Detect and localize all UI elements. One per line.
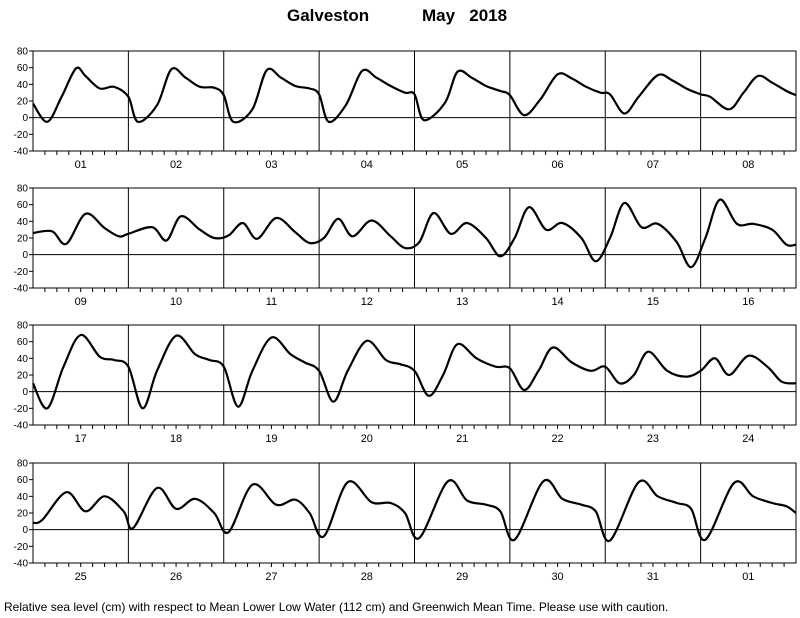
y-tick-label: 20 (17, 234, 29, 245)
day-label: 18 (170, 433, 182, 445)
y-tick-label: 0 (22, 525, 28, 536)
day-label: 29 (456, 571, 468, 583)
y-tick-label: 60 (17, 337, 29, 348)
y-tick-label: 80 (17, 47, 29, 58)
y-tick-label: -20 (14, 542, 29, 553)
y-tick-label: 80 (17, 184, 29, 195)
y-tick-label: 80 (17, 321, 29, 332)
day-label: 09 (75, 296, 87, 308)
day-label: 21 (456, 433, 468, 445)
chart-title-date: May 2018 (422, 6, 508, 25)
y-tick-label: -40 (14, 559, 29, 570)
day-label: 03 (265, 159, 277, 171)
day-label: 13 (456, 296, 468, 308)
day-label: 19 (265, 433, 277, 445)
day-label: 06 (551, 159, 563, 171)
day-label: 16 (742, 296, 754, 308)
chart-title-location: Galveston (287, 6, 370, 25)
day-label: 10 (170, 296, 182, 308)
y-tick-label: 20 (17, 509, 29, 520)
day-label: 02 (170, 159, 182, 171)
panel-3-sea-level-line (32, 333, 797, 410)
panel-1-sea-level-line (32, 66, 797, 124)
day-label: 04 (361, 159, 373, 171)
y-tick-label: -20 (14, 404, 29, 415)
y-tick-label: 20 (17, 371, 29, 382)
y-tick-label: 80 (17, 459, 29, 470)
y-tick-label: -20 (14, 130, 29, 141)
y-tick-label: 40 (17, 492, 29, 503)
y-tick-label: 40 (17, 80, 29, 91)
y-tick-label: 0 (22, 250, 28, 261)
day-label: 24 (742, 433, 754, 445)
y-tick-label: 0 (22, 113, 28, 124)
panel-2-sea-level-line (32, 198, 797, 269)
day-label: 07 (647, 159, 659, 171)
y-tick-label: 20 (17, 97, 29, 108)
panel-4-sea-level-line (32, 478, 797, 542)
y-tick-label: 40 (17, 217, 29, 228)
footnote: Relative sea level (cm) with respect to … (4, 600, 669, 614)
y-tick-label: 0 (22, 387, 28, 398)
day-label: 11 (266, 296, 277, 308)
y-tick-label: 60 (17, 63, 29, 74)
day-label: 23 (647, 433, 659, 445)
day-label: 08 (742, 159, 754, 171)
y-tick-label: -20 (14, 267, 29, 278)
y-tick-label: 40 (17, 354, 29, 365)
y-tick-label: 60 (17, 200, 29, 211)
day-label: 26 (170, 571, 182, 583)
day-label: 01 (742, 571, 754, 583)
day-label: 30 (551, 571, 563, 583)
day-label: 05 (456, 159, 468, 171)
day-label: 14 (551, 296, 563, 308)
day-label: 12 (361, 296, 373, 308)
day-label: 22 (551, 433, 563, 445)
chart-title: Galveston May 2018 (0, 6, 800, 28)
y-tick-label: -40 (14, 421, 29, 432)
day-label: 28 (361, 571, 373, 583)
day-label: 15 (647, 296, 659, 308)
day-label: 20 (361, 433, 373, 445)
day-label: 27 (265, 571, 277, 583)
day-label: 17 (75, 433, 87, 445)
y-tick-label: -40 (14, 284, 29, 295)
day-label: 01 (75, 159, 87, 171)
day-label: 25 (75, 571, 87, 583)
y-tick-label: 60 (17, 475, 29, 486)
y-tick-label: -40 (14, 147, 29, 158)
day-label: 31 (647, 571, 659, 583)
